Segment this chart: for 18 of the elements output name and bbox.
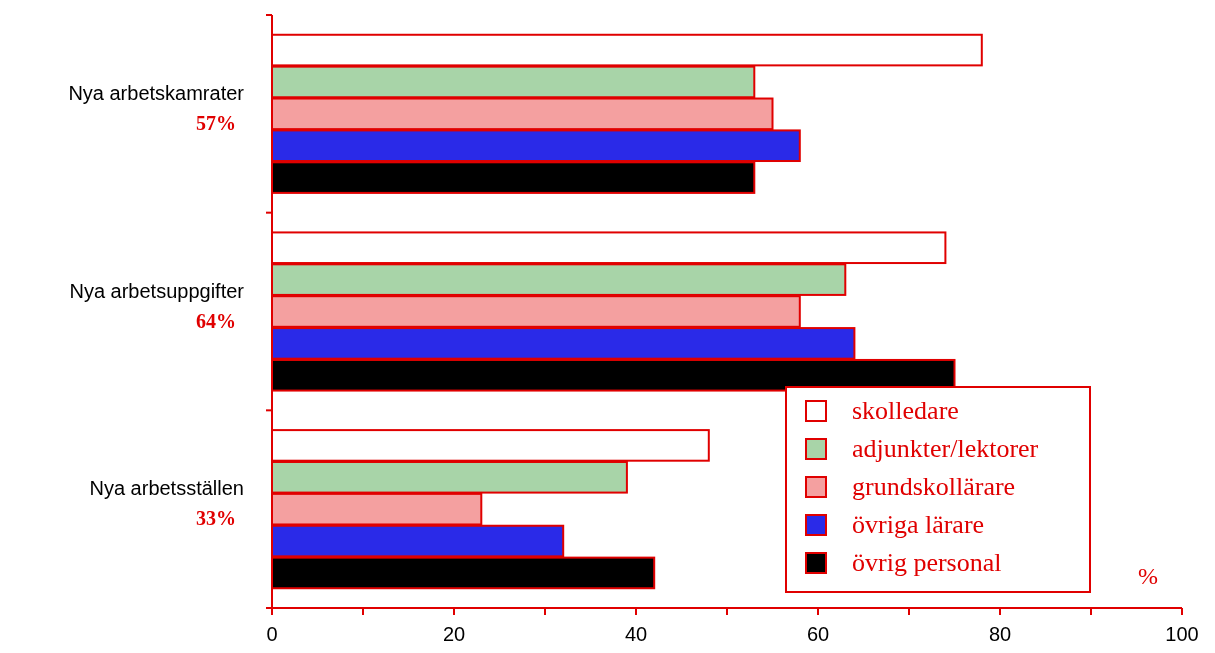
text: 33%	[196, 507, 236, 530]
x-tick-label: 100	[1165, 623, 1199, 645]
legend-label: adjunkter/lektorer	[852, 434, 1039, 463]
x-tick-label: 0	[266, 623, 278, 645]
legend-label: grundskollärare	[852, 472, 1016, 501]
legend-label: skolledare	[852, 396, 959, 425]
x-axis-title: %	[1138, 563, 1158, 589]
x-tick-label: 20	[442, 623, 466, 645]
legend-label: övrig personal	[852, 548, 1002, 577]
text: 64%	[196, 309, 236, 332]
y-tick-label: Nya arbetskamrater	[68, 81, 245, 104]
x-tick-label: 40	[624, 623, 648, 645]
x-tick-label: 60	[806, 623, 830, 645]
text: 57%	[196, 111, 236, 134]
legend-label: övriga lärare	[852, 510, 985, 539]
x-tick-label: 80	[988, 623, 1012, 645]
y-tick-label: Nya arbetsuppgifter	[69, 279, 245, 302]
y-tick-label: Nya arbetsställen	[89, 477, 244, 500]
